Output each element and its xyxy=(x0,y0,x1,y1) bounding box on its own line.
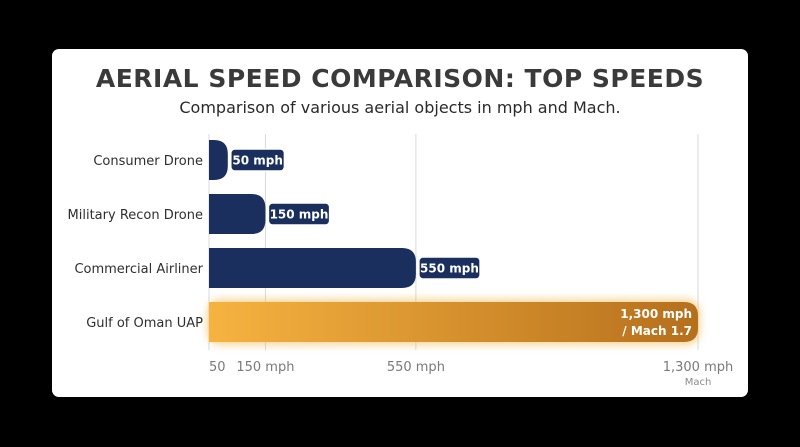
category-label-military-recon-drone: Military Recon Drone xyxy=(68,208,203,223)
data-label-badge xyxy=(418,256,481,280)
data-label-badge xyxy=(230,148,286,172)
data-label-gulf-of-oman-uap: 1,300 mph xyxy=(620,307,692,321)
category-label-consumer-drone: Consumer Drone xyxy=(93,154,203,169)
data-label-commercial-airliner: 550 mph xyxy=(420,262,479,276)
x-tick-label: 50 xyxy=(209,360,226,375)
data-label-military-recon-drone: 150 mph xyxy=(270,208,329,222)
chart-title: AERIAL SPEED COMPARISON: TOP SPEEDS xyxy=(95,64,705,93)
chart-subtitle: Comparison of various aerial objects in … xyxy=(179,98,621,117)
data-label-badge xyxy=(267,202,331,226)
bar-gulf-of-oman-uap xyxy=(209,302,698,342)
x-tick-sublabel: Mach xyxy=(685,377,712,388)
category-label-gulf-of-oman-uap: Gulf of Oman UAP xyxy=(86,316,203,331)
data-label-gulf-of-oman-uap: / Mach 1.7 xyxy=(622,324,692,338)
bar-military-recon-drone xyxy=(209,194,266,234)
category-label-commercial-airliner: Commercial Airliner xyxy=(74,262,203,277)
bar-consumer-drone xyxy=(209,140,228,180)
x-tick-label: 550 mph xyxy=(387,360,445,375)
x-tick-label: 1,300 mph xyxy=(663,360,734,375)
x-tick-label: 150 mph xyxy=(236,360,294,375)
data-label-consumer-drone: 50 mph xyxy=(232,154,283,168)
bar-commercial-airliner xyxy=(209,248,416,288)
